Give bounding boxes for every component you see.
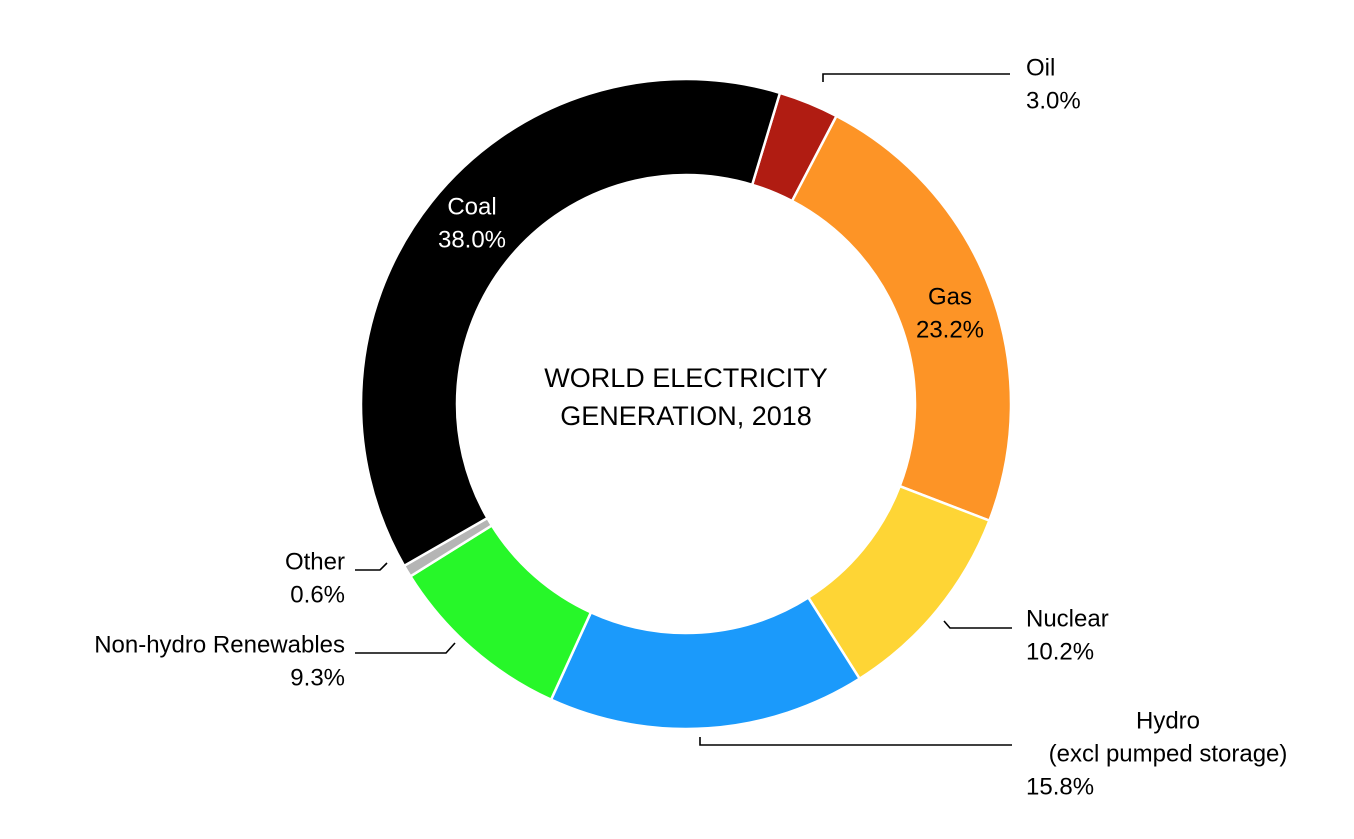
leader-line-other xyxy=(355,562,388,571)
slice-value-hydro: 15.8% xyxy=(1026,773,1094,800)
leader-line-oil xyxy=(822,73,1010,82)
leader-lines-layer xyxy=(355,73,1012,746)
leader-line-nuclear xyxy=(943,620,1012,629)
slice-hydro xyxy=(549,595,862,731)
labels-layer: Oil 3.0% Gas 23.2% Nuclear 10.2% Hydro (excl pu… xyxy=(94,54,1287,800)
chart-title-line-1: WORLD ELECTRICITY xyxy=(544,363,828,393)
slice-gas xyxy=(790,114,1013,523)
slice-value-gas: 23.2% xyxy=(916,316,984,343)
slices-layer xyxy=(359,77,1013,731)
slice-coal xyxy=(359,77,782,568)
slice-value-nuclear: 10.2% xyxy=(1026,638,1094,665)
leader-line-hydro xyxy=(699,737,1012,746)
slice-label-nuclear: Nuclear xyxy=(1026,605,1109,632)
slice-label-other: Other xyxy=(285,548,345,575)
slice-label-coal: Coal xyxy=(447,193,496,220)
slice-label-hydro-1: Hydro xyxy=(1136,707,1200,734)
leader-line-renewables xyxy=(355,642,456,654)
slice-label-oil: Oil xyxy=(1026,54,1055,81)
slice-value-coal: 38.0% xyxy=(438,226,506,253)
slice-label-renewables: Non-hydro Renewables xyxy=(94,631,345,658)
slice-value-other: 0.6% xyxy=(290,581,345,608)
slice-value-oil: 3.0% xyxy=(1026,87,1081,114)
chart-title-line-2: GENERATION, 2018 xyxy=(560,401,812,431)
slice-value-renewables: 9.3% xyxy=(290,664,345,691)
slice-label-hydro-2: (excl pumped storage) xyxy=(1049,740,1288,767)
slice-label-gas: Gas xyxy=(928,283,972,310)
